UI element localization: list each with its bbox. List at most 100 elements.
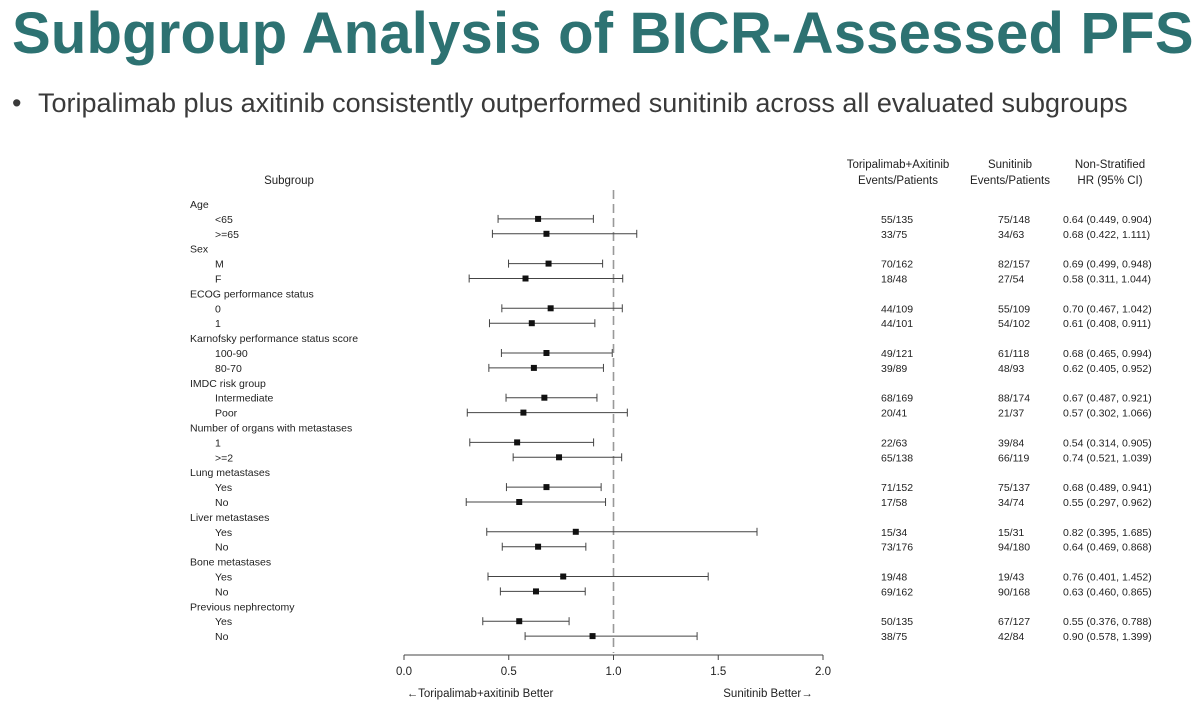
- hr-point: [528, 320, 535, 327]
- hr-ci-value: 0.68 (0.465, 0.994): [1063, 348, 1152, 360]
- header-arm1-line1: Toripalimab+Axitinib: [847, 159, 950, 171]
- arm2-events: 94/180: [998, 542, 1030, 554]
- hr-ci-value: 0.55 (0.297, 0.962): [1063, 497, 1152, 509]
- subgroup-label: Yes: [215, 616, 232, 628]
- hr-ci-value: 0.57 (0.302, 1.066): [1063, 408, 1152, 420]
- subgroup-label: 1: [215, 437, 221, 449]
- subgroup-label: Poor: [215, 408, 238, 420]
- subgroup-label: No: [215, 542, 229, 554]
- arm1-events: 68/169: [881, 393, 913, 405]
- arm1-events: 69/162: [881, 586, 913, 598]
- hr-point: [543, 350, 550, 356]
- hr-point: [541, 394, 548, 401]
- bullet-dot-icon: •: [12, 88, 22, 118]
- bullet-point: • Toripalimab plus axitinib consistently …: [12, 88, 1128, 119]
- x-label-left: ←Toripalimab+axitinib Better: [407, 688, 554, 700]
- subgroup-label: F: [215, 274, 221, 286]
- subgroup-label: <65: [215, 214, 233, 226]
- hr-point: [520, 409, 527, 416]
- hr-ci-value: 0.58 (0.311, 1.044): [1063, 274, 1151, 286]
- arm1-events: 50/135: [881, 616, 913, 628]
- hr-ci-value: 0.74 (0.521, 1.039): [1063, 452, 1152, 464]
- hr-ci-value: 0.90 (0.578, 1.399): [1063, 631, 1152, 643]
- arm1-events: 18/48: [881, 274, 907, 286]
- hr-point: [560, 573, 567, 580]
- x-tick-label: 1.5: [710, 666, 726, 678]
- header-arm2-line2: Events/Patients: [970, 175, 1050, 187]
- hr-ci-value: 0.76 (0.401, 1.452): [1063, 572, 1152, 584]
- bullet-text: Toripalimab plus axitinib consistently o…: [38, 88, 1128, 118]
- arm1-events: 71/152: [881, 482, 913, 494]
- arm1-events: 17/58: [881, 497, 907, 509]
- subgroup-label: 80-70: [215, 363, 242, 375]
- arm2-events: 39/84: [998, 437, 1024, 449]
- subgroup-category-label: IMDC risk group: [190, 378, 266, 390]
- hr-ci-value: 0.64 (0.449, 0.904): [1063, 214, 1152, 226]
- subgroup-category-label: Liver metastases: [190, 512, 269, 524]
- arm1-events: 55/135: [881, 214, 913, 226]
- subgroup-category-label: Age: [190, 199, 209, 211]
- subgroup-label: M: [215, 259, 224, 271]
- arm2-events: 88/174: [998, 393, 1030, 405]
- subgroup-label: Yes: [215, 527, 232, 539]
- hr-ci-value: 0.63 (0.460, 0.865): [1063, 586, 1152, 598]
- subgroup-label: 0: [215, 303, 221, 315]
- hr-point: [532, 588, 539, 595]
- hr-ci-value: 0.55 (0.376, 0.788): [1063, 616, 1152, 628]
- arm1-events: 65/138: [881, 452, 913, 464]
- header-hr-line2: HR (95% CI): [1077, 175, 1142, 187]
- subgroup-label: No: [215, 631, 229, 643]
- arm1-events: 44/101: [881, 318, 913, 330]
- hr-point: [589, 633, 596, 640]
- arm1-events: 70/162: [881, 259, 913, 271]
- hr-point: [530, 364, 537, 371]
- arm2-events: 75/148: [998, 214, 1030, 226]
- subgroup-category-label: Number of organs with metastases: [190, 423, 352, 435]
- subgroup-label: 100-90: [215, 348, 248, 360]
- arm2-events: 21/37: [998, 408, 1024, 420]
- hr-ci-value: 0.54 (0.314, 0.905): [1063, 437, 1152, 449]
- subgroup-category-label: Karnofsky performance status score: [190, 333, 358, 345]
- arm2-events: 34/63: [998, 229, 1024, 241]
- hr-point: [543, 230, 550, 237]
- subgroup-category-label: ECOG performance status: [190, 288, 314, 300]
- hr-ci-value: 0.68 (0.422, 1.111): [1063, 229, 1150, 241]
- subgroup-category-label: Bone metastases: [190, 557, 271, 569]
- arm2-events: 19/43: [998, 572, 1024, 584]
- hr-point: [545, 260, 552, 267]
- arm2-events: 66/119: [998, 452, 1029, 464]
- subgroup-label: No: [215, 497, 229, 509]
- arm2-events: 55/109: [998, 303, 1030, 315]
- arm2-events: 61/118: [998, 348, 1029, 360]
- arm2-events: 54/102: [998, 318, 1030, 330]
- arm1-events: 44/109: [881, 303, 913, 315]
- x-axis: 0.0 0.5 1.0 1.5 2.0 ←Toripalimab+axitinib Bet…: [396, 654, 831, 700]
- header-arm1-line2: Events/Patients: [858, 175, 938, 187]
- slide-title: Subgroup Analysis of BICR-Assessed PFS: [12, 1, 1194, 66]
- subgroup-label: Yes: [215, 572, 232, 584]
- hr-point: [522, 275, 529, 282]
- arm1-events: 22/63: [881, 437, 907, 449]
- column-headers: Subgroup Toripalimab+Axitinib Events/Patie…: [264, 159, 1145, 187]
- x-tick-label: 0.5: [501, 666, 517, 678]
- arm2-events: 42/84: [998, 631, 1024, 643]
- arm2-events: 82/157: [998, 259, 1030, 271]
- hr-point: [516, 618, 523, 625]
- arm1-events: 15/34: [881, 527, 907, 539]
- subgroup-category-label: Lung metastases: [190, 467, 270, 479]
- hr-ci-value: 0.70 (0.467, 1.042): [1063, 303, 1152, 315]
- hr-ci-value: 0.68 (0.489, 0.941): [1063, 482, 1152, 494]
- hr-point: [572, 528, 579, 535]
- hr-ci-value: 0.67 (0.487, 0.921): [1063, 393, 1152, 405]
- hr-point: [535, 543, 542, 550]
- x-tick-label: 0.0: [396, 666, 412, 678]
- subgroup-label: >=65: [215, 229, 239, 241]
- arm1-events: 19/48: [881, 572, 907, 584]
- x-tick-label: 2.0: [815, 666, 831, 678]
- hr-point: [556, 454, 563, 461]
- hr-ci-value: 0.64 (0.469, 0.868): [1063, 542, 1152, 554]
- subgroup-label: 1: [215, 318, 221, 330]
- arm2-events: 27/54: [998, 274, 1024, 286]
- hr-ci-value: 0.61 (0.408, 0.911): [1063, 318, 1151, 330]
